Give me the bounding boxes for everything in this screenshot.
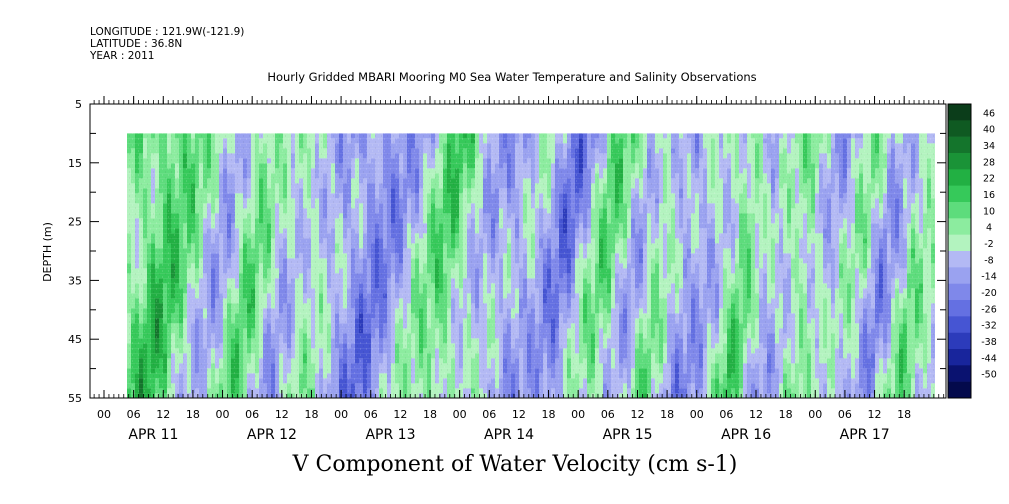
longitude-label: LONGITUDE : 121.9W(-121.9) xyxy=(90,26,245,38)
year-label: YEAR : 2011 xyxy=(90,50,155,62)
chart-title: Hourly Gridded MBARI Mooring M0 Sea Wate… xyxy=(267,70,757,84)
latitude-label: LATITUDE : 36.8N xyxy=(90,38,183,50)
